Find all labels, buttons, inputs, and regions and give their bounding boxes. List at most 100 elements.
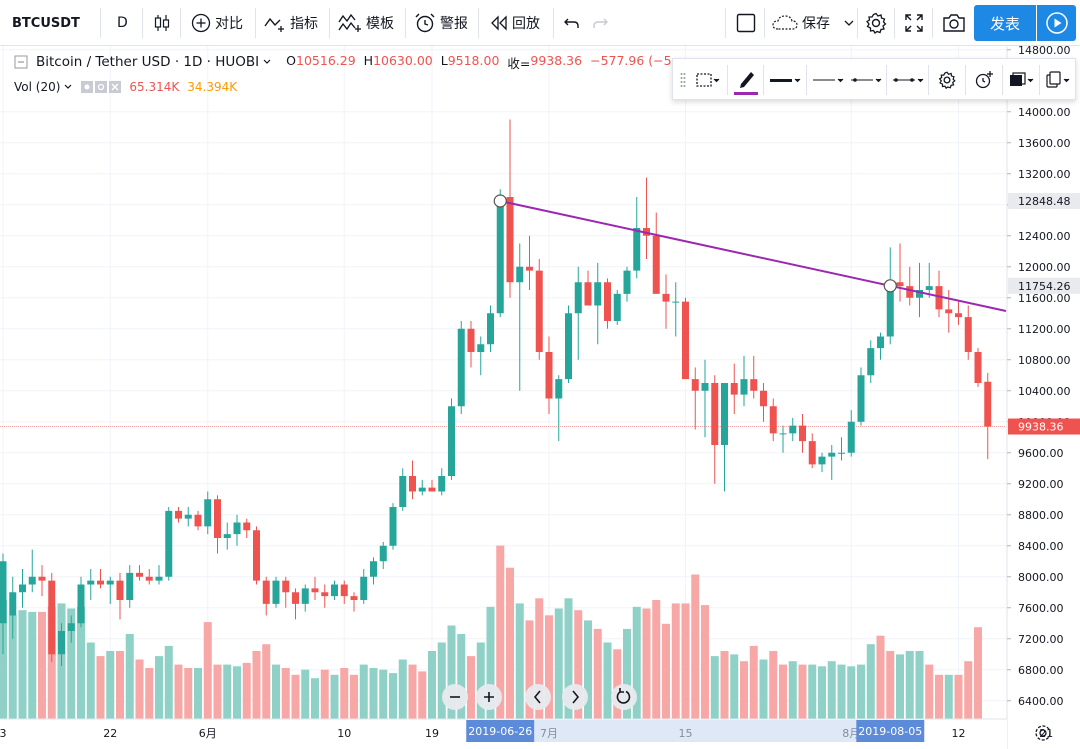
- volume-bar: [769, 651, 778, 719]
- candle-body: [0, 561, 7, 624]
- candle-body: [48, 580, 56, 655]
- volume-bar: [603, 642, 612, 719]
- volume-bar: [155, 656, 163, 719]
- volume-bar: [584, 620, 592, 719]
- eye-icon[interactable]: [81, 81, 94, 93]
- candle-body: [916, 290, 923, 298]
- templates-label: 模板: [366, 16, 394, 32]
- template-icon: [696, 73, 720, 87]
- chevron-down-icon[interactable]: [63, 83, 73, 91]
- time-tick-label: 12: [952, 727, 966, 740]
- separator: [857, 8, 858, 38]
- volume-title[interactable]: Vol (20): [14, 80, 61, 94]
- volume-bar: [116, 651, 124, 719]
- symbol-search[interactable]: BTCUSDT: [12, 0, 80, 46]
- candle-body: [496, 197, 504, 314]
- volume-bar: [652, 600, 661, 719]
- separator: [100, 8, 101, 38]
- volume-bar: [184, 668, 193, 719]
- time-marker: [466, 720, 535, 742]
- volume-bar: [749, 645, 758, 719]
- candle-body: [136, 572, 143, 577]
- ohlc-values: O 10516.29 H 10630.00 L 9518.00 收= 9938.…: [286, 53, 679, 72]
- volume-bar: [86, 642, 95, 719]
- collapse-icon[interactable]: [14, 55, 28, 69]
- candle-body: [652, 235, 660, 294]
- right-end-button[interactable]: [889, 59, 927, 101]
- line-color-button[interactable]: [730, 59, 762, 101]
- candle-body: [799, 425, 806, 442]
- add-alert-button[interactable]: [966, 59, 1002, 101]
- compare-button[interactable]: 对比: [191, 0, 243, 46]
- reset-button[interactable]: [611, 684, 637, 710]
- visual-order-button[interactable]: [1003, 59, 1039, 101]
- scroll-right-button[interactable]: [562, 684, 588, 710]
- publish-button[interactable]: 发表: [974, 5, 1036, 41]
- candle-body: [857, 375, 865, 422]
- volume-bar: [535, 598, 544, 719]
- volume-bar: [67, 608, 76, 719]
- layout-button[interactable]: [736, 0, 756, 46]
- copy-icon: [1046, 71, 1070, 88]
- symbol-title[interactable]: Bitcoin / Tether USD · 1D · HUOBI: [36, 54, 260, 70]
- price-tick-label: 10800.00: [1018, 354, 1071, 367]
- indicators-label: 指标: [290, 16, 318, 32]
- separator: [329, 8, 330, 38]
- screenshot-button[interactable]: [942, 0, 966, 46]
- scroll-left-button[interactable]: [525, 684, 551, 710]
- redo-button[interactable]: [591, 0, 609, 46]
- volume-bar: [915, 651, 924, 719]
- templates-button[interactable]: 模板: [338, 0, 394, 46]
- candle-body: [97, 580, 104, 585]
- fullscreen-button[interactable]: [904, 0, 924, 46]
- price-tick-label: 6400.00: [1018, 695, 1064, 708]
- play-button[interactable]: [1037, 5, 1076, 41]
- clone-button[interactable]: [1040, 59, 1076, 101]
- close-icon[interactable]: [109, 81, 122, 93]
- alert-button[interactable]: 警报: [414, 0, 468, 46]
- drag-handle[interactable]: [677, 59, 689, 101]
- candle-body: [370, 561, 377, 577]
- time-tick-label: 6月: [199, 727, 217, 740]
- candle-body: [301, 588, 309, 604]
- volume-bar: [642, 608, 651, 719]
- indicators-button[interactable]: 指标: [264, 0, 318, 46]
- undo-button[interactable]: [563, 0, 581, 46]
- pencil-icon: [734, 72, 758, 95]
- chevron-down-icon[interactable]: [262, 58, 272, 66]
- axis-settings-icon[interactable]: [1035, 725, 1051, 741]
- volume-bar: [925, 664, 934, 719]
- left-end-button[interactable]: [847, 59, 885, 101]
- separator: [763, 65, 764, 95]
- drawing-settings-button[interactable]: [929, 59, 965, 101]
- template-select[interactable]: [691, 59, 725, 101]
- candle-body: [974, 352, 982, 383]
- price-badge-trend_start: [1008, 192, 1080, 209]
- rewind-icon: [491, 15, 507, 31]
- candle-body: [321, 592, 329, 597]
- line-style-button[interactable]: [809, 59, 847, 101]
- candle-body: [828, 452, 836, 457]
- zoom-out-button[interactable]: [442, 684, 468, 710]
- left-icon: [533, 690, 541, 704]
- settings-small-icon[interactable]: [95, 81, 108, 93]
- price-badge-trend_end: [1008, 277, 1080, 294]
- candle-body: [165, 510, 173, 577]
- line-width-button[interactable]: [766, 59, 804, 101]
- save-button[interactable]: 保存: [772, 0, 856, 46]
- replay-button[interactable]: 回放: [490, 0, 540, 46]
- volume-bar: [194, 668, 202, 719]
- interval-button[interactable]: D: [117, 0, 128, 46]
- settings-button[interactable]: [865, 0, 887, 46]
- volume-bar: [691, 574, 700, 719]
- candle-body: [184, 514, 192, 519]
- price-tick-label: 6800.00: [1018, 664, 1064, 677]
- zoom-in-button[interactable]: [476, 684, 502, 710]
- candle-body: [526, 266, 533, 271]
- price-tick-label: 9600.00: [1018, 447, 1064, 460]
- time-range-highlight: [534, 720, 857, 742]
- price-axis: [1007, 0, 1080, 749]
- chart-type-button[interactable]: [153, 0, 171, 46]
- volume-bar: [340, 668, 349, 719]
